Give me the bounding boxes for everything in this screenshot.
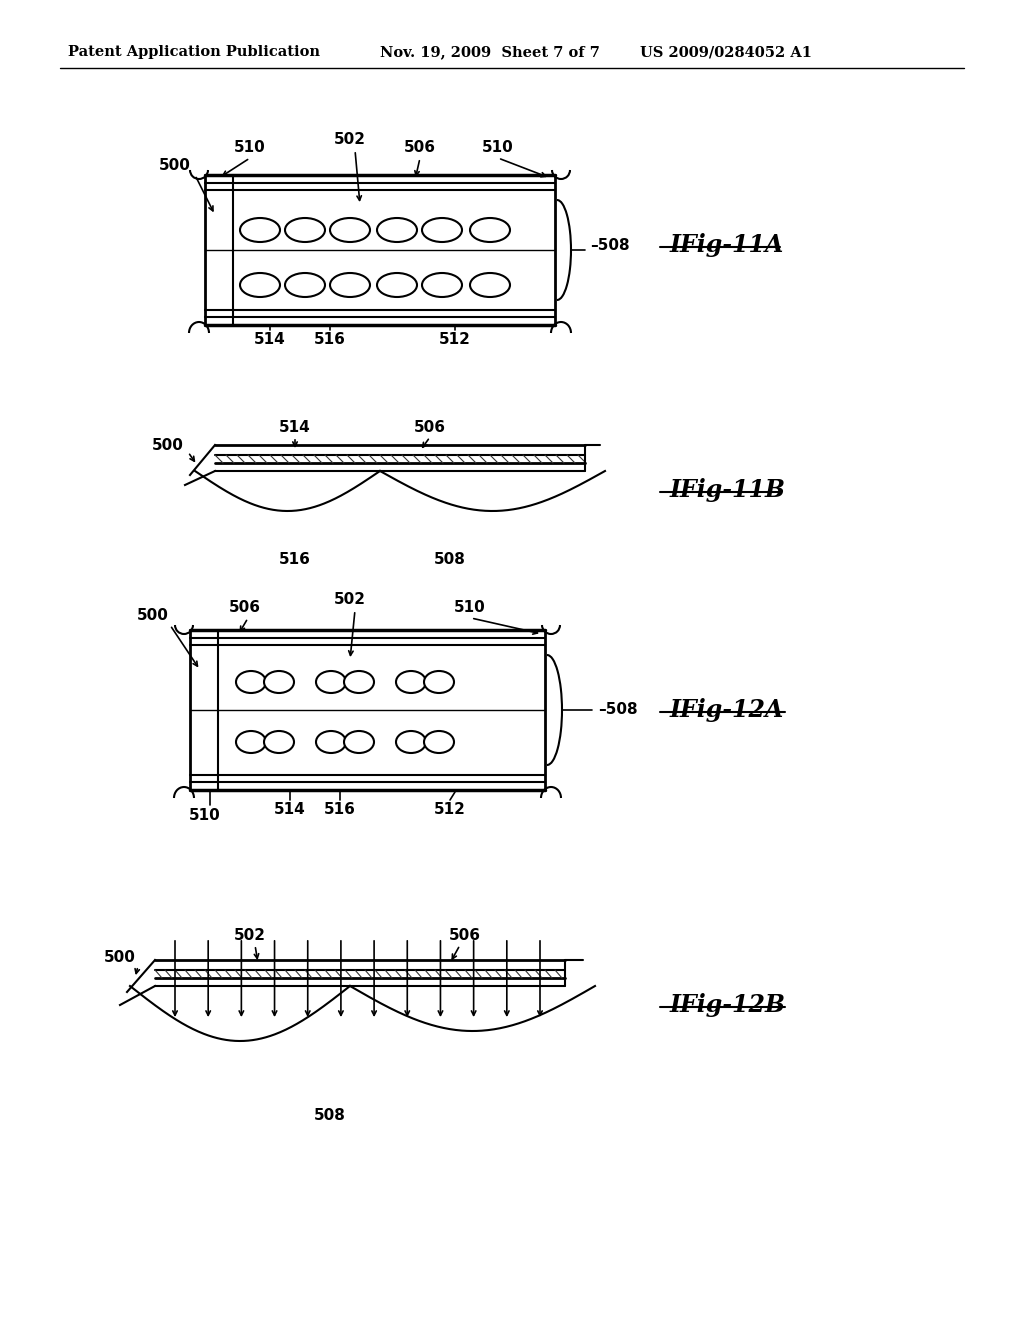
- Text: 502: 502: [334, 593, 366, 607]
- Text: 506: 506: [449, 928, 481, 942]
- Ellipse shape: [316, 671, 346, 693]
- Text: IFig-12A: IFig-12A: [670, 698, 784, 722]
- Text: IFig-11B: IFig-11B: [670, 478, 786, 502]
- Text: 506: 506: [229, 601, 261, 615]
- Ellipse shape: [285, 273, 325, 297]
- Text: 516: 516: [280, 553, 311, 568]
- Ellipse shape: [377, 218, 417, 242]
- Ellipse shape: [330, 218, 370, 242]
- Ellipse shape: [264, 671, 294, 693]
- Ellipse shape: [424, 731, 454, 752]
- Text: 512: 512: [434, 803, 466, 817]
- Text: 514: 514: [254, 333, 286, 347]
- Text: US 2009/0284052 A1: US 2009/0284052 A1: [640, 45, 812, 59]
- Text: 508: 508: [434, 553, 466, 568]
- Ellipse shape: [240, 218, 280, 242]
- Text: 508: 508: [314, 1107, 346, 1122]
- Text: IFig-12B: IFig-12B: [670, 993, 786, 1016]
- Text: 514: 514: [280, 420, 311, 434]
- Text: 510: 510: [482, 140, 514, 156]
- Text: 512: 512: [439, 333, 471, 347]
- Text: –508: –508: [598, 702, 638, 718]
- Text: 500: 500: [159, 157, 190, 173]
- Ellipse shape: [424, 671, 454, 693]
- Ellipse shape: [264, 731, 294, 752]
- Text: 510: 510: [454, 601, 485, 615]
- Ellipse shape: [316, 731, 346, 752]
- Text: 506: 506: [404, 140, 436, 156]
- Text: 510: 510: [234, 140, 266, 156]
- Ellipse shape: [285, 218, 325, 242]
- Ellipse shape: [470, 273, 510, 297]
- Ellipse shape: [236, 731, 266, 752]
- Ellipse shape: [344, 731, 374, 752]
- Ellipse shape: [236, 671, 266, 693]
- Text: Nov. 19, 2009  Sheet 7 of 7: Nov. 19, 2009 Sheet 7 of 7: [380, 45, 600, 59]
- Text: –508: –508: [590, 238, 630, 252]
- Text: 502: 502: [234, 928, 266, 942]
- Text: 500: 500: [137, 607, 169, 623]
- Ellipse shape: [377, 273, 417, 297]
- Text: 510: 510: [189, 808, 221, 822]
- Ellipse shape: [344, 671, 374, 693]
- Ellipse shape: [396, 671, 426, 693]
- Ellipse shape: [396, 731, 426, 752]
- Text: 506: 506: [414, 420, 446, 434]
- Ellipse shape: [422, 273, 462, 297]
- Text: 500: 500: [104, 950, 136, 965]
- Text: 500: 500: [152, 437, 184, 453]
- Text: 516: 516: [324, 803, 356, 817]
- Text: 514: 514: [274, 803, 306, 817]
- Text: 516: 516: [314, 333, 346, 347]
- Ellipse shape: [470, 218, 510, 242]
- Ellipse shape: [240, 273, 280, 297]
- Ellipse shape: [422, 218, 462, 242]
- Text: 502: 502: [334, 132, 366, 148]
- Ellipse shape: [330, 273, 370, 297]
- Text: Patent Application Publication: Patent Application Publication: [68, 45, 319, 59]
- Text: IFig-11A: IFig-11A: [670, 234, 784, 257]
